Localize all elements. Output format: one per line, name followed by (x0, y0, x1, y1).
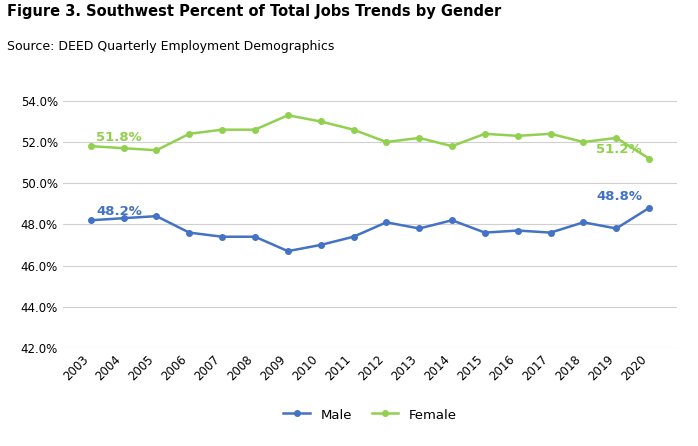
Text: 48.8%: 48.8% (596, 190, 642, 202)
Line: Male: Male (88, 205, 652, 254)
Text: 51.8%: 51.8% (96, 131, 142, 144)
Female (87, 144, 95, 149)
Male (316, 242, 325, 248)
Male (481, 230, 489, 235)
Female (383, 139, 391, 145)
Male (448, 218, 456, 223)
Male (645, 205, 653, 211)
Legend: Male, Female: Male, Female (278, 403, 462, 427)
Female (415, 135, 424, 140)
Male (185, 230, 193, 235)
Text: Source: DEED Quarterly Employment Demographics: Source: DEED Quarterly Employment Demogr… (7, 40, 334, 53)
Text: Figure 3. Southwest Percent of Total Jobs Trends by Gender: Figure 3. Southwest Percent of Total Job… (7, 4, 501, 20)
Male (152, 214, 161, 219)
Male (87, 218, 95, 223)
Male (415, 226, 424, 231)
Female (645, 156, 653, 161)
Female (481, 131, 489, 136)
Male (514, 228, 522, 233)
Female (251, 127, 259, 132)
Female (612, 135, 621, 140)
Male (349, 234, 357, 240)
Male (119, 215, 128, 221)
Line: Female: Female (88, 112, 652, 161)
Female (514, 133, 522, 139)
Text: 51.2%: 51.2% (596, 143, 642, 156)
Female (218, 127, 226, 132)
Female (579, 139, 588, 145)
Female (448, 144, 456, 149)
Female (119, 145, 128, 151)
Male (579, 219, 588, 225)
Text: 48.2%: 48.2% (96, 205, 142, 218)
Female (283, 112, 292, 118)
Male (547, 230, 555, 235)
Female (547, 131, 555, 136)
Female (185, 131, 193, 136)
Male (612, 226, 621, 231)
Male (383, 219, 391, 225)
Male (251, 234, 259, 240)
Male (283, 248, 292, 254)
Female (316, 119, 325, 124)
Female (349, 127, 357, 132)
Male (218, 234, 226, 240)
Female (152, 148, 161, 153)
